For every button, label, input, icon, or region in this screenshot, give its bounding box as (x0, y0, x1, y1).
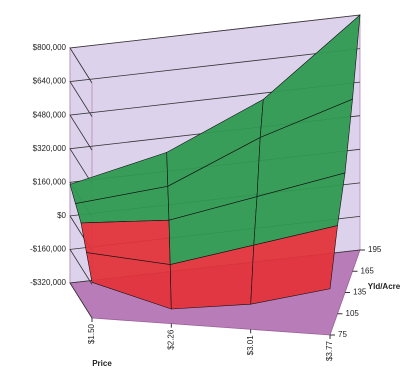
x-tick-label: $1.50 (87, 323, 96, 344)
z-tick-label: $0 (57, 211, 66, 220)
depth-tick-label: 105 (346, 309, 360, 318)
z-tick-label: $160,000 (33, 177, 67, 186)
x-axis-title: Price (92, 359, 112, 368)
z-tick-label: -$320,000 (30, 278, 67, 287)
x-tick-label: $3.01 (246, 335, 255, 356)
depth-tick-label: 195 (368, 245, 382, 254)
x-tick-label: $3.77 (325, 340, 334, 361)
grid-line (69, 81, 361, 151)
grid-line (69, 48, 361, 117)
z-tick-label: $480,000 (33, 110, 67, 119)
z-tick-label: $320,000 (33, 144, 67, 153)
z-tick-label: -$160,000 (30, 245, 67, 254)
depth-tick-label: 135 (353, 288, 367, 297)
z-tick-label: $800,000 (33, 43, 67, 52)
depth-tick-label: 75 (338, 330, 347, 339)
z-tick-label: $640,000 (33, 77, 67, 86)
depth-tick-label: 165 (361, 266, 375, 275)
surface-patch (250, 225, 338, 305)
depth-axis-title: Yld/Acre (368, 282, 401, 291)
grid-line (69, 14, 361, 84)
x-tick-label: $2.26 (166, 329, 175, 350)
